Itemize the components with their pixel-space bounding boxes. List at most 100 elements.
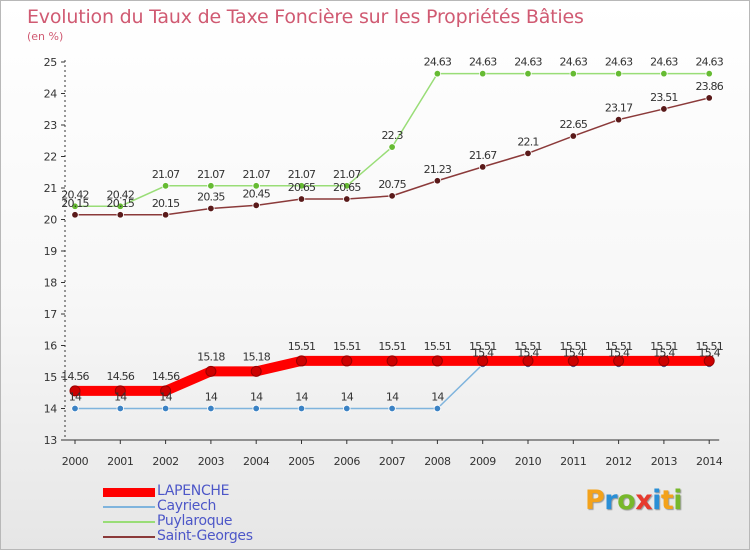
data-point-puylaroque <box>614 69 623 78</box>
y-tick-label: 21 <box>44 182 57 195</box>
legend-label-puylaroque: Puylaroque <box>157 513 233 529</box>
data-point-puylaroque <box>207 182 215 190</box>
x-tick-label: 2013 <box>651 455 678 468</box>
x-tick-label: 2002 <box>152 455 178 468</box>
x-tick-label: 2000 <box>62 455 89 468</box>
legend-swatch-puylaroque <box>103 521 155 523</box>
data-point-puylaroque <box>71 202 79 210</box>
data-point-saint-georges <box>343 195 351 203</box>
data-label-puylaroque: 24.63 <box>650 56 678 69</box>
data-label-puylaroque: 24.63 <box>605 56 633 69</box>
data-label-cayriech: 15.4 <box>608 346 630 359</box>
y-tick-label: 24 <box>44 88 58 101</box>
data-point-cayriech <box>207 404 215 413</box>
data-label-puylaroque: 22.3 <box>381 129 403 142</box>
data-label-cayriech: 15.4 <box>472 346 494 359</box>
y-tick-label: 25 <box>44 56 58 69</box>
y-tick-label: 18 <box>44 277 58 290</box>
x-tick-label: 2007 <box>379 455 406 468</box>
data-point-puylaroque <box>343 182 351 190</box>
data-label-lapenche: 15.51 <box>605 340 633 353</box>
data-point-puylaroque <box>660 69 668 78</box>
data-point-lapenche <box>205 365 217 377</box>
data-point-cayriech <box>161 404 170 413</box>
data-point-lapenche <box>613 355 625 367</box>
data-point-saint-georges <box>433 177 442 185</box>
data-point-cayriech <box>433 404 442 413</box>
data-label-lapenche: 15.18 <box>197 350 225 363</box>
x-tick-label: 2005 <box>288 455 315 468</box>
y-tick-label: 15 <box>44 371 58 384</box>
data-label-puylaroque: 21.07 <box>152 168 180 181</box>
data-label-lapenche: 15.51 <box>469 340 497 353</box>
data-point-lapenche <box>703 355 715 367</box>
data-label-saint-georges: 21.67 <box>469 149 497 162</box>
x-tick-label: 2004 <box>243 455 270 468</box>
data-label-puylaroque: 21.07 <box>197 168 225 181</box>
data-point-lapenche <box>341 355 353 367</box>
data-point-lapenche <box>160 385 172 397</box>
data-label-saint-georges: 23.17 <box>605 102 633 115</box>
data-point-lapenche <box>69 385 81 397</box>
legend-swatch-lapenche <box>103 488 155 497</box>
x-tick-label: 2006 <box>334 455 361 468</box>
data-label-cayriech: 14 <box>431 391 444 404</box>
data-label-puylaroque: 21.07 <box>333 168 361 181</box>
x-tick-label: 2011 <box>560 455 586 468</box>
data-label-cayriech: 14 <box>114 391 127 404</box>
data-label-saint-georges: 20.15 <box>61 197 89 210</box>
data-point-cayriech <box>297 404 306 413</box>
data-label-saint-georges: 20.65 <box>288 181 316 194</box>
data-label-cayriech: 14 <box>205 391 218 404</box>
data-label-saint-georges: 20.65 <box>333 181 361 194</box>
x-tick-label: 2008 <box>424 455 451 468</box>
data-label-lapenche: 15.18 <box>242 350 270 363</box>
data-label-lapenche: 15.51 <box>695 340 723 353</box>
data-label-saint-georges: 20.15 <box>152 197 180 210</box>
y-tick-label: 17 <box>44 308 58 321</box>
y-tick-label: 19 <box>44 245 58 258</box>
data-label-cayriech: 14 <box>69 391 82 404</box>
data-point-saint-georges <box>705 94 713 102</box>
data-point-puylaroque <box>252 182 260 190</box>
legend-swatch-cayriech <box>103 506 155 508</box>
data-point-puylaroque <box>479 69 487 78</box>
data-point-cayriech <box>252 404 260 413</box>
data-label-cayriech: 15.4 <box>653 346 675 359</box>
data-point-lapenche <box>658 355 670 367</box>
data-point-saint-georges <box>116 211 124 219</box>
data-point-lapenche <box>114 385 126 397</box>
x-tick-label: 2003 <box>198 455 225 468</box>
data-label-lapenche: 15.51 <box>514 340 542 353</box>
data-point-cayriech <box>388 404 396 413</box>
data-label-puylaroque: 24.63 <box>469 56 497 69</box>
data-point-puylaroque <box>297 182 306 190</box>
data-label-lapenche: 14.56 <box>107 370 135 383</box>
data-point-saint-georges <box>71 211 79 219</box>
data-point-saint-georges <box>161 211 170 219</box>
data-point-cayriech <box>116 404 124 413</box>
data-label-saint-georges: 20.75 <box>378 178 406 191</box>
data-label-puylaroque: 24.63 <box>560 56 588 69</box>
data-point-lapenche <box>522 355 534 367</box>
data-label-lapenche: 15.51 <box>378 340 406 353</box>
y-tick-label: 23 <box>44 119 58 132</box>
legend-label-saint-georges: Saint-Georges <box>157 528 253 544</box>
data-point-saint-georges <box>252 201 260 210</box>
x-tick-label: 2012 <box>605 455 631 468</box>
data-label-puylaroque: 24.63 <box>695 56 723 69</box>
data-label-lapenche: 15.51 <box>288 340 316 353</box>
x-tick-label: 2009 <box>469 455 496 468</box>
data-label-lapenche: 15.51 <box>560 340 588 353</box>
y-tick-label: 22 <box>44 151 57 164</box>
data-point-lapenche <box>386 355 398 367</box>
data-label-lapenche: 15.51 <box>424 340 452 353</box>
data-label-cayriech: 14 <box>386 391 399 404</box>
data-point-puylaroque <box>433 69 442 78</box>
y-tick-label: 13 <box>44 434 58 447</box>
data-label-saint-georges: 20.45 <box>242 187 270 200</box>
data-point-saint-georges <box>207 204 215 213</box>
data-label-cayriech: 15.4 <box>563 346 585 359</box>
